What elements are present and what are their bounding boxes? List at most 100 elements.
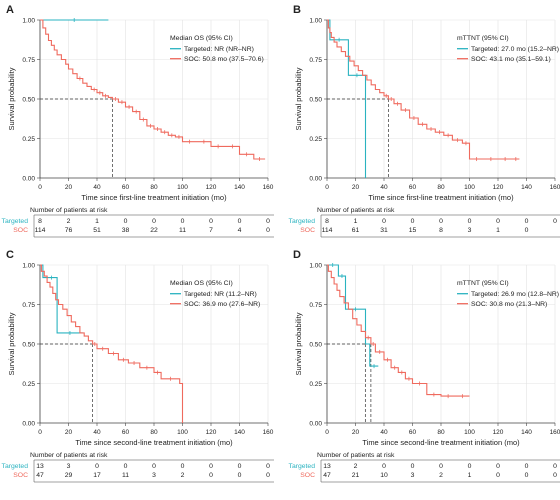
risk-cell: 0 [209,463,213,470]
risk-row-label: Targeted [2,463,29,470]
x-tick-label: 160 [550,184,560,191]
risk-row-label: Targeted [2,218,29,225]
x-tick-label: 20 [352,429,360,436]
risk-cell: 4 [238,227,242,234]
risk-cell: 11 [122,472,129,479]
y-tick-label: 0.75 [22,302,35,309]
km-curve-targeted [40,264,83,334]
risk-row-label: SOC [300,227,315,234]
panel-d: D0 20 40 60 80 100 120 140 1600.000.250.500.751.… [289,249,560,483]
panel-letter: C [6,249,14,261]
risk-row-label: SOC [300,472,315,479]
risk-cell: 11 [179,227,186,234]
risk-cell: 0 [553,218,557,225]
x-tick-label: 100 [464,184,475,191]
risk-cell: 0 [124,463,128,470]
risk-cell: 13 [323,463,331,470]
risk-cell: 8 [38,218,42,225]
risk-cell: 13 [36,463,44,470]
legend-label: Targeted: NR (11.2–NR) [184,291,257,298]
legend-label: SOC: 30.8 mo (21.3–NR) [471,301,547,308]
risk-table-title: Number of patients at risk [317,207,395,214]
risk-cell: 8 [439,227,443,234]
risk-cell: 0 [382,218,386,225]
risk-cell: 0 [411,218,415,225]
risk-cell: 0 [411,463,415,470]
x-tick-label: 40 [93,184,101,191]
risk-cell: 2 [439,472,443,479]
panel-letter: B [293,4,301,16]
x-tick-label: 80 [437,184,445,191]
legend-label: SOC: 50.8 mo (37.5–70.6) [184,56,264,63]
km-curve-soc [327,19,520,160]
legend-label: Targeted: NR (NR–NR) [184,46,254,53]
y-tick-label: 0.25 [309,381,322,388]
risk-cell: 0 [266,472,270,479]
x-tick-label: 160 [550,429,560,436]
y-tick-label: 1.00 [22,262,35,269]
risk-cell: 0 [496,218,500,225]
x-tick-label: 0 [38,429,42,436]
risk-cell: 47 [323,472,331,479]
risk-cell: 61 [352,227,360,234]
risk-cell: 17 [93,472,101,479]
risk-cell: 0 [525,218,529,225]
km-curve-soc [327,264,470,397]
risk-cell: 1 [354,218,358,225]
risk-cell: 0 [525,463,529,470]
risk-cell: 76 [65,227,73,234]
risk-cell: 51 [93,227,101,234]
risk-cell: 1 [95,218,99,225]
y-axis-label: Survival probability [7,312,16,375]
x-tick-label: 20 [352,184,360,191]
risk-row-label: SOC [13,472,28,479]
x-axis-label: Time since first-line treatment initiati… [81,193,227,202]
risk-table-title: Number of patients at risk [30,452,108,459]
x-tick-label: 0 [325,184,329,191]
risk-cell: 21 [352,472,360,479]
x-tick-label: 0 [38,184,42,191]
risk-cell: 0 [124,218,128,225]
x-tick-label: 20 [65,429,73,436]
risk-cell: 7 [209,227,213,234]
legend-label: SOC: 36.9 mo (27.6–NR) [184,301,260,308]
risk-cell: 0 [439,218,443,225]
risk-cell: 2 [67,218,71,225]
x-tick-label: 100 [177,184,188,191]
risk-cell: 0 [553,463,557,470]
legend-label: SOC: 43.1 mo (35.1–59.1) [471,56,551,63]
x-tick-label: 40 [93,429,101,436]
x-axis-label: Time since first-line treatment initiati… [368,193,514,202]
x-tick-label: 120 [493,429,504,436]
legend-title: Median OS (95% CI) [170,35,233,42]
risk-cell: 0 [181,218,185,225]
risk-cell: 0 [238,218,242,225]
x-tick-label: 60 [409,429,417,436]
risk-row-label: SOC [13,227,28,234]
x-tick-label: 20 [65,184,73,191]
risk-cell: 22 [150,227,158,234]
y-tick-label: 0.50 [309,96,322,103]
risk-cell: 114 [322,227,333,234]
y-tick-label: 0.25 [22,136,35,143]
risk-cell: 10 [380,472,388,479]
y-tick-label: 1.00 [309,262,322,269]
risk-row-label: Targeted [289,218,316,225]
risk-cell: 1 [468,472,472,479]
risk-cell: 47 [36,472,44,479]
y-axis-label: Survival probability [294,67,303,130]
y-tick-label: 0.00 [22,175,35,182]
risk-cell: 0 [266,218,270,225]
risk-table-title: Number of patients at risk [317,452,395,459]
risk-cell: 0 [496,472,500,479]
y-axis-label: Survival probability [294,312,303,375]
risk-cell: 0 [468,463,472,470]
panel-letter: A [6,4,14,16]
risk-cell: 8 [325,218,329,225]
risk-cell: 0 [181,463,185,470]
risk-table-title: Number of patients at risk [30,207,108,214]
x-tick-label: 140 [234,429,245,436]
risk-cell: 0 [152,218,156,225]
